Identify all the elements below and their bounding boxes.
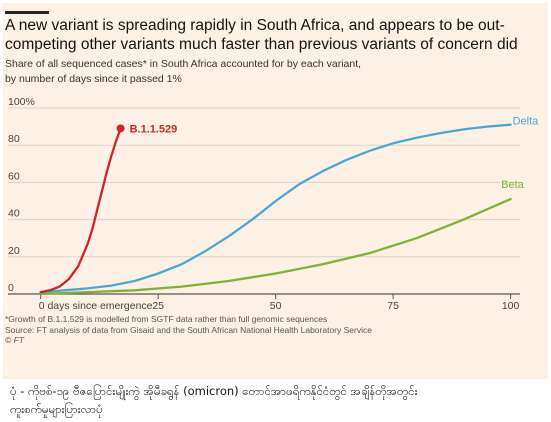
x-tick-label: 100 — [502, 300, 520, 312]
footnote-source: Source: FT analysis of data from Gisaid … — [5, 324, 372, 335]
chart-title: A new variant is spreading rapidly in So… — [5, 17, 518, 53]
series-label-delta: Delta — [513, 116, 540, 128]
footnote-line-1: *Growth of B.1.1.529 is modelled from SG… — [5, 314, 328, 324]
chart-footnote: *Growth of B.1.1.529 is modelled from SG… — [5, 314, 535, 346]
y-unit-label: 100% — [8, 96, 35, 108]
subtitle-line-2: by number of days since it passed 1% — [5, 73, 182, 85]
caption-line-2: ကူးစက်မှုများပြားလာပုံ — [10, 402, 103, 416]
chart-subtitle: Share of all sequenced cases* in South A… — [5, 57, 525, 87]
x-tick-label: 50 — [270, 300, 282, 312]
series-endpoint-b-1-1-529 — [116, 124, 125, 133]
series-label-beta: Beta — [501, 179, 525, 191]
y-tick-label: 60 — [8, 170, 20, 182]
figure-panel — [3, 3, 548, 379]
series-label-b-1-1-529: B.1.1.529 — [130, 123, 178, 135]
y-tick-label: 80 — [8, 133, 20, 145]
series-line-beta — [39, 197, 512, 296]
subtitle-line-1: Share of all sequenced cases* in South A… — [5, 58, 362, 70]
y-tick-label: 20 — [8, 245, 20, 257]
x-tick-label: 75 — [387, 300, 399, 312]
series-line-delta — [39, 123, 512, 294]
caption-line-1: ပုံ - ကိုဗစ်-၁၉ ဗီဇပြောင်းမျိုးကွဲ အိုမီ… — [10, 384, 418, 398]
x-tick-label: 25 — [152, 300, 164, 312]
figure-caption: ပုံ - ကိုဗစ်-၁၉ ဗီဇပြောင်းမျိုးကွဲ အိုမီ… — [10, 382, 540, 418]
y-tick-label: 0 — [8, 282, 14, 294]
series-line-b-1-1-529 — [39, 127, 122, 294]
header-rule — [5, 11, 49, 14]
ft-credit: © FT — [5, 335, 25, 345]
y-tick-label: 40 — [8, 208, 20, 220]
x-tick-label: 0 days since emergence — [39, 300, 153, 312]
